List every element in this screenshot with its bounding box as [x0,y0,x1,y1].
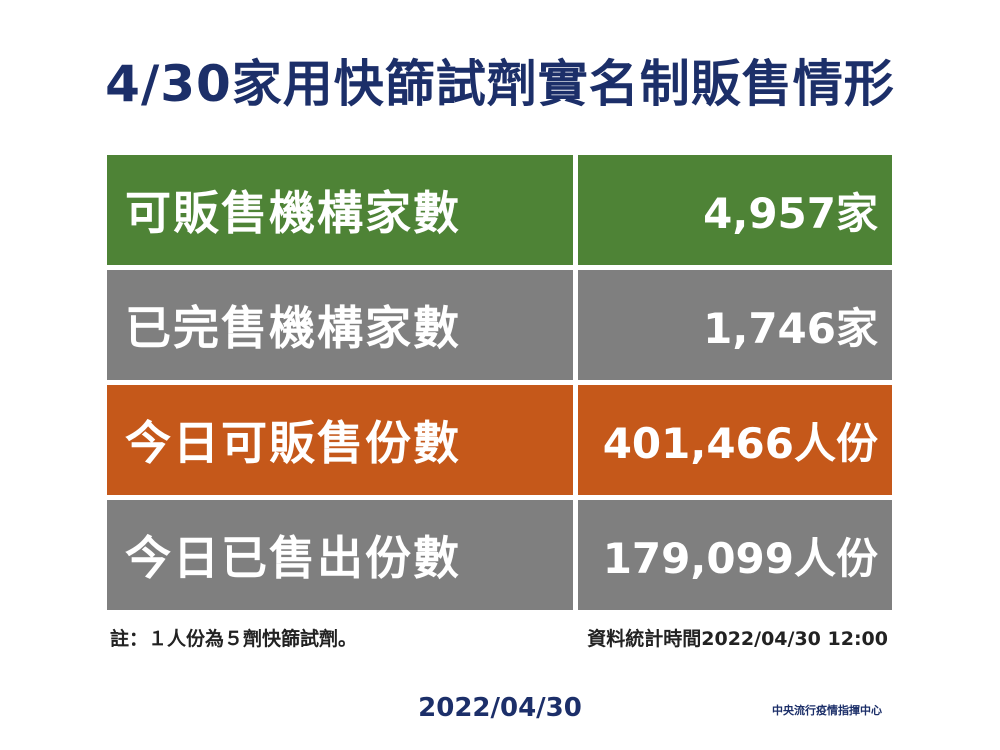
table-row: 可販售機構家數 4,957家 [107,155,892,265]
footnote: 註：１人份為５劑快篩試劑。 [110,628,358,650]
row-value: 4,957家 [578,155,892,265]
row-label: 已完售機構家數 [107,270,573,380]
table-row: 今日可販售份數 401,466人份 [107,385,892,495]
table-row: 已完售機構家數 1,746家 [107,270,892,380]
page-title: 4/30家用快篩試劑實名制販售情形 [105,55,895,113]
row-label: 今日可販售份數 [107,385,573,495]
row-value: 401,466人份 [578,385,892,495]
table-row: 今日已售出份數 179,099人份 [107,500,892,610]
row-label: 今日已售出份數 [107,500,573,610]
organization-name: 中央流行疫情指揮中心 [772,704,882,717]
row-value: 179,099人份 [578,500,892,610]
footer-date: 2022/04/30 [418,693,582,723]
row-label: 可販售機構家數 [107,155,573,265]
data-timestamp: 資料統計時間2022/04/30 12:00 [587,628,888,650]
row-value: 1,746家 [578,270,892,380]
